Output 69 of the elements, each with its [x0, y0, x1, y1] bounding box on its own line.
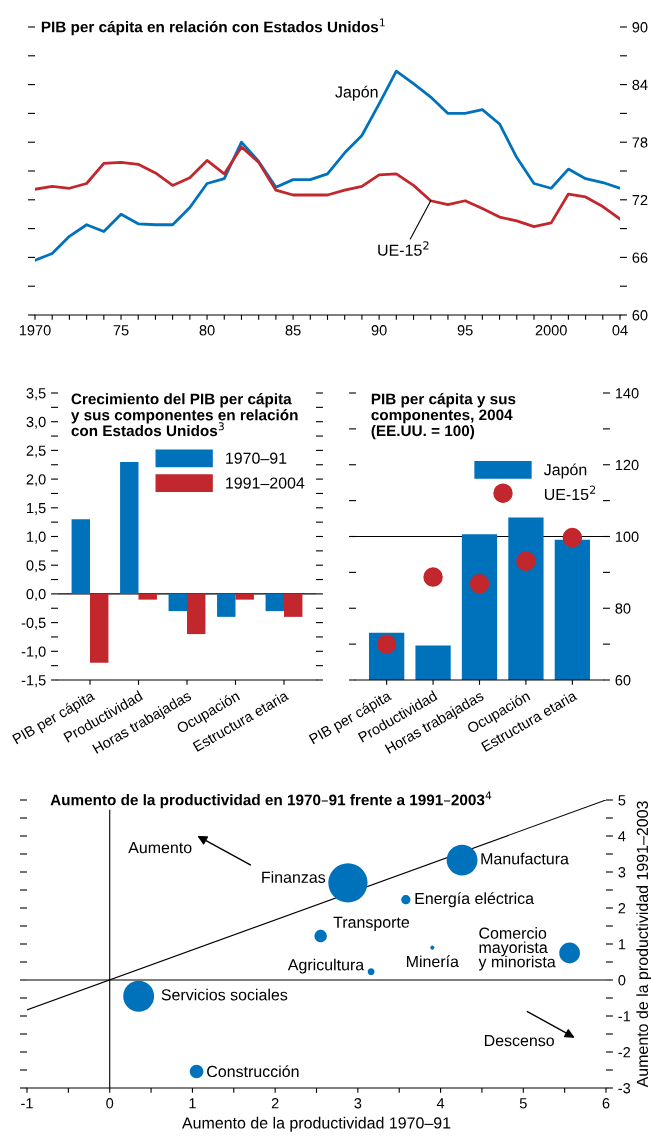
chart-title: PIB per cápita en relación con Estados Unidos$^{1}$ — [41, 18, 385, 36]
x-tick-label: 75 — [113, 325, 129, 336]
x-tick-label: 04 — [612, 325, 628, 336]
y-tick-label: 140 — [615, 388, 639, 399]
y-tick-label: 1,5 — [27, 503, 46, 515]
y-tick-label: 80 — [615, 603, 631, 614]
y-tick-label: 60 — [615, 675, 631, 686]
x-tick-label: 95 — [457, 325, 473, 336]
annotation: Energía eléctrica — [415, 892, 535, 908]
annotation: Manufactura — [481, 852, 569, 865]
text: PIB per cápita y sus componentes, 2004 (EE.UU. = 100) — [371, 393, 516, 440]
y-tick-label: 5 — [618, 795, 626, 806]
annotation: Transporte — [333, 916, 410, 932]
annotation: Aumento — [128, 842, 192, 854]
y-tick-label: 90 — [632, 22, 648, 33]
x-tick-label: 90 — [371, 325, 387, 336]
y-tick-label: -1,0 — [21, 646, 46, 659]
text: UE-15$^{2}$ — [378, 241, 429, 256]
y-axis-title: Aumento de la productividad 1991–2003 — [636, 801, 651, 1088]
y-tick-label: 2,0 — [26, 474, 46, 487]
y-tick-label: 60 — [632, 310, 648, 321]
y-tick-label: 66 — [632, 252, 648, 263]
y-tick-label: 78 — [632, 137, 648, 148]
y-tick-label: 72 — [632, 194, 648, 206]
y-tick-label: 3,0 — [26, 416, 46, 429]
legend-label: Japón — [543, 463, 587, 479]
y-tick-label: 84 — [632, 79, 648, 91]
x-axis-title: Aumento de la productividad 1970–91 — [182, 1116, 451, 1132]
chart-title: Aumento de la productividad en 1970–91 frente a 1991–2003$^{4}$ — [50, 791, 492, 809]
y-tick-label: 1,0 — [27, 531, 46, 544]
annotation: Agricultura — [287, 958, 365, 974]
annotation: Construcción — [207, 1065, 299, 1078]
y-tick-label: 0,5 — [26, 560, 46, 573]
y-tick-label: -1 — [618, 1011, 631, 1022]
y-tick-label: 120 — [615, 459, 639, 471]
x-tick-label: 85 — [285, 325, 301, 336]
x-tick-label: 0 — [106, 1098, 114, 1109]
annotation: Minería — [406, 955, 459, 968]
x-tick-label: 1970 — [19, 325, 51, 336]
y-tick-label: 2 — [618, 903, 626, 914]
legend-label: 1970–91 — [226, 452, 287, 464]
y-tick-label: 100 — [615, 531, 639, 542]
y-tick-label: -3 — [618, 1083, 631, 1094]
legend-label: UE-15$^{2}$ — [544, 485, 596, 501]
legend-label: 1991–2004 — [226, 477, 305, 489]
y-tick-label: 3,5 — [26, 388, 46, 401]
x-tick-label: 2 — [271, 1098, 279, 1109]
x-tick-label: 5 — [519, 1098, 527, 1109]
annotation: Servicios sociales — [161, 988, 288, 1001]
x-tick-label: 2000 — [535, 325, 567, 336]
y-tick-label: -2 — [618, 1047, 631, 1058]
x-tick-label: 80 — [199, 325, 215, 336]
x-tick-label: 1 — [189, 1098, 196, 1109]
y-tick-label: 3 — [618, 867, 626, 878]
y-tick-label: 2,5 — [26, 445, 46, 458]
text: Crecimiento del PIB per cápita y sus componentes en relación con Estados Unidos$^{3}$ — [71, 393, 298, 437]
y-tick-label: -1,5 — [21, 675, 46, 688]
annotation: Descenso — [484, 1035, 554, 1047]
x-tick-label: 6 — [602, 1098, 610, 1109]
x-tick-label: 3 — [354, 1098, 362, 1109]
y-tick-label: -0,5 — [21, 617, 46, 630]
x-tick-label: 4 — [436, 1098, 445, 1109]
y-tick-label: 0 — [618, 975, 626, 986]
y-tick-label: 4 — [618, 831, 626, 842]
annotation: Finanzas — [262, 871, 326, 883]
y-tick-label: 0,0 — [26, 589, 46, 602]
y-tick-label: 1 — [618, 939, 626, 950]
annotation: Comercio mayorista y minorista — [478, 927, 556, 971]
series-label: Japón — [335, 85, 378, 101]
